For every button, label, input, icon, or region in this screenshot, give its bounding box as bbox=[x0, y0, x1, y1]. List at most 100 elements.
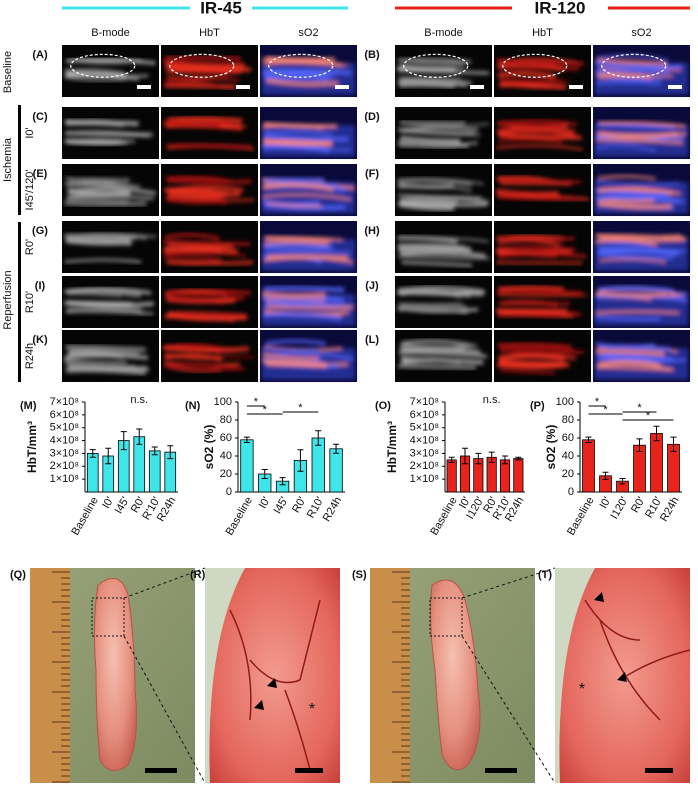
row-label: Ischemia bbox=[2, 137, 14, 182]
photo-letter: (S) bbox=[352, 569, 367, 581]
image-streak bbox=[68, 187, 157, 196]
bar bbox=[499, 459, 511, 493]
panel-letter: (H) bbox=[364, 225, 380, 237]
row-label: Baseline bbox=[2, 51, 14, 93]
y-tick-label: 4×10⁸ bbox=[410, 434, 439, 446]
image-texture bbox=[262, 55, 355, 95]
image-streak bbox=[266, 201, 322, 208]
image-texture bbox=[262, 286, 355, 326]
image-texture bbox=[495, 234, 587, 265]
ultrasound-image bbox=[494, 164, 591, 216]
error-bar bbox=[151, 446, 158, 456]
ultrasound-image bbox=[494, 276, 591, 328]
row-label: I0' bbox=[24, 127, 36, 138]
image-streak bbox=[266, 304, 354, 310]
image-streak bbox=[266, 59, 343, 68]
ultrasound-image bbox=[161, 276, 258, 328]
image-streak bbox=[167, 75, 228, 81]
ultrasound-image bbox=[593, 221, 690, 273]
y-axis-label: sO2 (%) bbox=[544, 425, 558, 470]
image-bg bbox=[494, 45, 591, 97]
image-streak bbox=[397, 302, 463, 306]
image-streak bbox=[597, 54, 669, 62]
bar bbox=[446, 459, 457, 493]
ultrasound-image bbox=[260, 330, 357, 382]
image-streak bbox=[594, 315, 661, 321]
annotation: n.s. bbox=[483, 394, 501, 406]
image-streak bbox=[65, 362, 136, 369]
image-texture bbox=[496, 119, 583, 151]
image-texture bbox=[396, 285, 486, 315]
image-streak bbox=[595, 292, 684, 298]
arrowhead bbox=[267, 678, 277, 688]
image-streak bbox=[498, 345, 562, 351]
image-streak bbox=[597, 252, 674, 260]
ultrasound-image bbox=[395, 330, 492, 382]
bar bbox=[513, 458, 524, 493]
image-streak bbox=[64, 258, 142, 264]
zoom-box bbox=[91, 597, 125, 637]
photo-asterisk: * bbox=[309, 701, 315, 718]
image-streak bbox=[399, 121, 490, 127]
zoom-line bbox=[461, 635, 556, 784]
image-streak bbox=[496, 288, 581, 296]
ruler bbox=[370, 568, 410, 783]
photo-letter: (R) bbox=[190, 569, 206, 581]
image-streak bbox=[162, 59, 240, 66]
image-streak bbox=[401, 130, 480, 137]
row-label: R10' bbox=[24, 291, 36, 313]
ultrasound-image bbox=[494, 221, 591, 273]
image-streak bbox=[265, 236, 332, 243]
annotation: * bbox=[595, 396, 600, 408]
image-streak bbox=[67, 350, 123, 359]
image-texture bbox=[64, 232, 157, 264]
ultrasound-image bbox=[161, 45, 258, 97]
scale-bar bbox=[569, 85, 583, 89]
x-tick-label: Baseline bbox=[224, 495, 255, 538]
image-texture bbox=[397, 235, 490, 267]
image-streak bbox=[263, 246, 332, 251]
image-streak bbox=[65, 368, 144, 375]
image-streak bbox=[497, 342, 572, 349]
image-streak bbox=[64, 235, 128, 245]
tissue bbox=[430, 579, 481, 771]
error-bar bbox=[488, 451, 495, 463]
ultrasound-image bbox=[593, 164, 690, 216]
error-bar bbox=[297, 449, 304, 472]
ultrasound-image bbox=[260, 276, 357, 328]
y-tick-label: 1×10⁸ bbox=[50, 473, 79, 485]
error-bar bbox=[502, 455, 508, 465]
image-texture bbox=[594, 233, 688, 271]
bar bbox=[133, 436, 146, 493]
x-tick-label: Baseline bbox=[428, 495, 459, 538]
y-tick-label: 0 bbox=[226, 486, 232, 498]
image-texture bbox=[162, 55, 251, 90]
bar bbox=[148, 450, 161, 493]
image-streak bbox=[597, 285, 674, 293]
image-streak bbox=[266, 78, 339, 87]
image-streak bbox=[262, 312, 342, 321]
row-label: I45'/120' bbox=[24, 170, 36, 211]
chart-letter: (M) bbox=[20, 400, 37, 412]
image-streak bbox=[500, 78, 569, 84]
x-tick-label: I0' bbox=[457, 495, 473, 511]
image-texture bbox=[495, 175, 589, 202]
image-streak bbox=[497, 65, 580, 71]
image-streak bbox=[68, 131, 125, 137]
image-bg bbox=[395, 276, 492, 328]
image-texture bbox=[396, 57, 490, 89]
bar bbox=[311, 437, 325, 493]
image-streak bbox=[164, 61, 245, 69]
image-streak bbox=[263, 133, 349, 142]
image-streak bbox=[163, 362, 245, 372]
group-title: IR-45 bbox=[200, 0, 242, 17]
image-streak bbox=[595, 193, 679, 204]
y-tick-label: 80 bbox=[220, 414, 232, 426]
panel-letter: (K) bbox=[32, 334, 48, 346]
image-streak bbox=[595, 138, 683, 145]
y-tick-label: 2×10⁸ bbox=[50, 460, 79, 472]
image-streak bbox=[497, 314, 562, 318]
y-tick-label: 2×10⁸ bbox=[410, 460, 439, 472]
ultrasound-image bbox=[494, 45, 591, 97]
